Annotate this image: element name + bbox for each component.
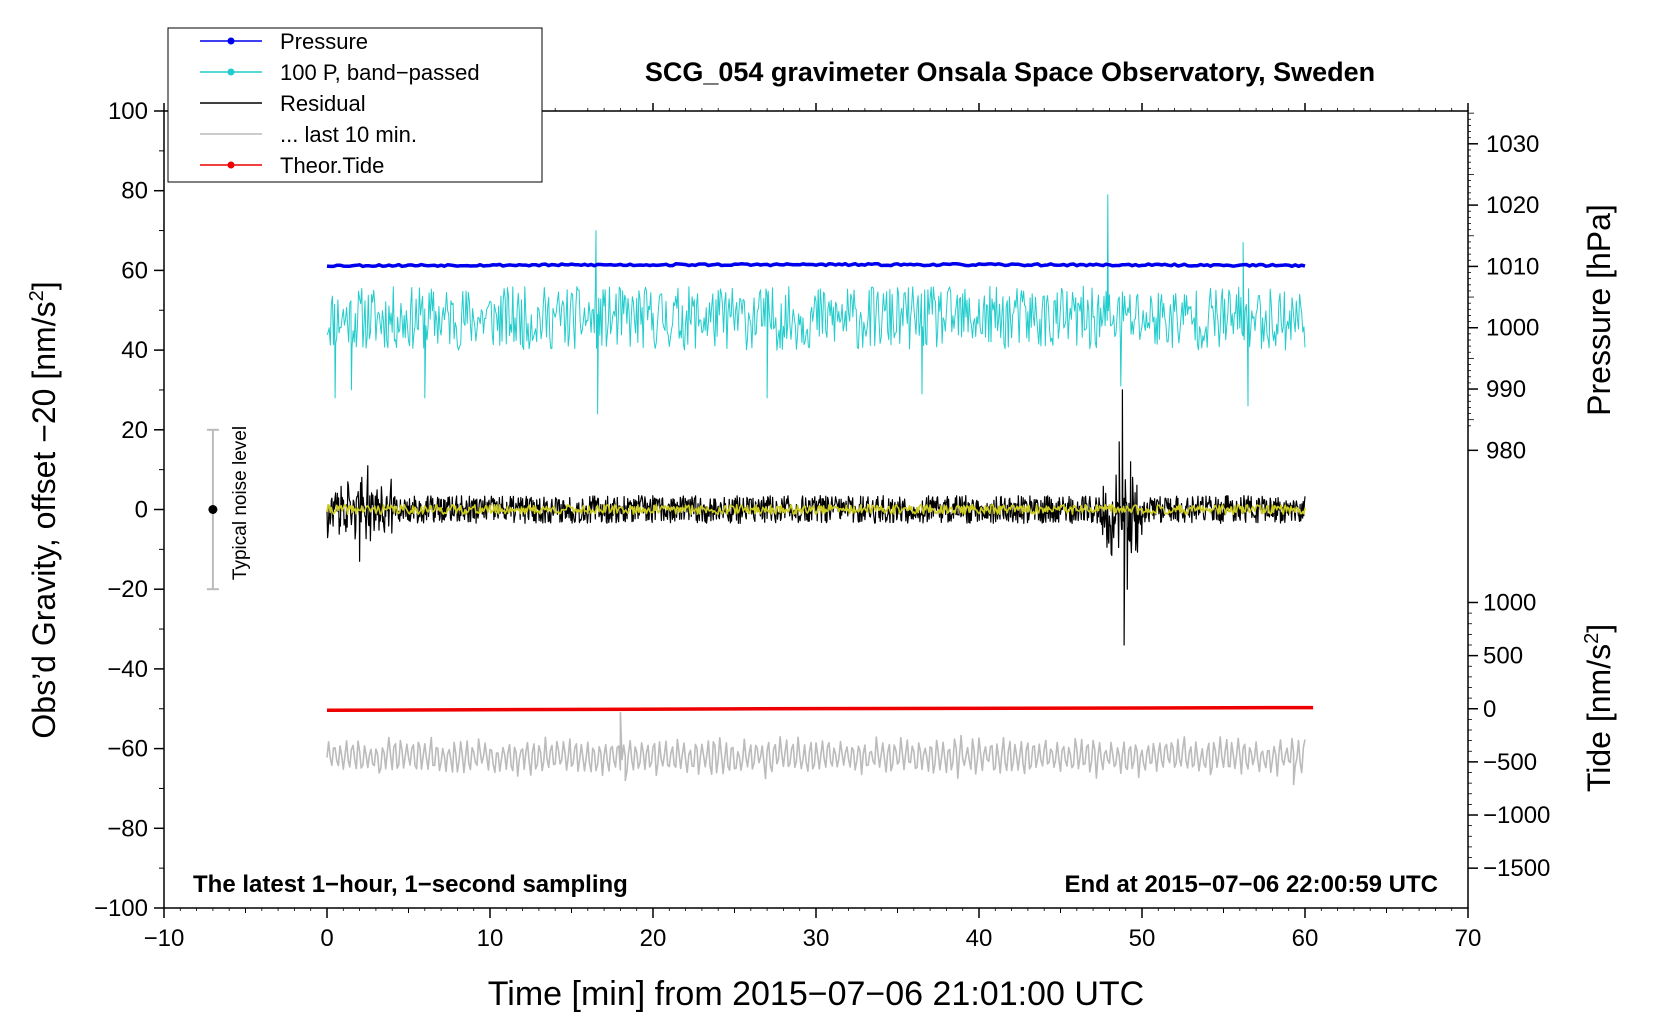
x-tick-label: −10 — [144, 925, 185, 952]
noise-level-indicator — [206, 428, 219, 591]
y-tick-label: 20 — [121, 417, 148, 444]
tide-tick-label: 500 — [1483, 643, 1523, 670]
y-axis-pressure: 980 990 1000 1010 1020 1030 — [1468, 112, 1539, 464]
y-tick-label: −40 — [107, 656, 148, 683]
pressure-tick-label: 1010 — [1486, 253, 1539, 280]
tide-tick-label: −500 — [1483, 749, 1537, 776]
pressure-tick-label: 990 — [1486, 376, 1526, 403]
y-tick-label: 0 — [135, 497, 148, 524]
y-tick-label: 100 — [108, 98, 148, 125]
y-axis-left-label-sup: 2 — [26, 290, 48, 301]
chart-title: SCG_054 gravimeter Onsala Space Observat… — [645, 57, 1375, 87]
x-axis: −10 0 10 20 30 40 50 60 70 — [144, 103, 1482, 952]
x-axis-label: Time [min] from 2015−07−06 21:01:00 UTC — [488, 975, 1144, 1013]
tide-tick-label: 1000 — [1483, 589, 1536, 616]
noise-level-label: Typical noise level — [230, 426, 251, 580]
pressure-tick-label: 1030 — [1486, 131, 1539, 158]
y-tick-label: 80 — [121, 178, 148, 205]
pressure-tick-label: 1020 — [1486, 192, 1539, 219]
series-line-residual — [326, 389, 1306, 646]
y-tick-label: −20 — [107, 576, 148, 603]
legend-label: 100 P, band−passed — [280, 60, 480, 85]
legend-label: Residual — [280, 91, 366, 116]
y-axis-left-label-end: ] — [26, 281, 62, 290]
y-axis-pressure-label: Pressure [hPa] — [1581, 204, 1617, 416]
y-axis-tide: −1500 −1000 −500 0 500 1000 — [1468, 589, 1550, 882]
y-tick-label: −80 — [107, 815, 148, 842]
y-tick-label: −100 — [94, 895, 148, 922]
legend: Pressure 100 P, band−passed Residual ... la… — [167, 27, 543, 183]
y-axis-tide-label-main: Tide [nm/s — [1581, 644, 1617, 792]
series-line-residual-smoothed — [326, 503, 1306, 516]
annotation-sampling: The latest 1−hour, 1−second sampling — [193, 871, 628, 898]
y-axis-left-label-main: Obs’d Gravity, offset −20 [nm/s — [26, 301, 62, 738]
y-axis-tide-label-sup: 2 — [1581, 633, 1603, 644]
tide-tick-label: 0 — [1483, 696, 1496, 723]
x-tick-label: 70 — [1455, 925, 1482, 952]
x-tick-label: 30 — [803, 925, 830, 952]
y-axis-left: −100 −80 −60 −40 −20 0 20 40 60 80 100 — [94, 98, 164, 922]
tide-tick-label: −1500 — [1483, 855, 1550, 882]
y-tick-label: 60 — [121, 257, 148, 284]
tide-tick-label: −1000 — [1483, 802, 1550, 829]
pressure-tick-label: 980 — [1486, 437, 1526, 464]
series-line-pressure — [326, 261, 1306, 269]
x-tick-label: 0 — [320, 925, 333, 952]
legend-label: ... last 10 min. — [280, 122, 417, 147]
y-axis-tide-label-end: ] — [1581, 624, 1617, 633]
legend-marker — [227, 161, 235, 169]
noise-bar-dot — [208, 505, 218, 514]
legend-marker — [227, 37, 235, 45]
series-line-theor-tide — [326, 705, 1314, 713]
legend-marker — [227, 68, 235, 76]
x-tick-label: 10 — [477, 925, 504, 952]
annotation-end-time: End at 2015−07−06 22:00:59 UTC — [1064, 871, 1438, 898]
y-tick-label: 40 — [121, 337, 148, 364]
x-tick-label: 40 — [966, 925, 993, 952]
legend-label: Pressure — [280, 29, 368, 54]
legend-label: Theor.Tide — [280, 153, 384, 178]
legend-box — [167, 27, 543, 183]
x-tick-label: 20 — [640, 925, 667, 952]
y-axis-left-label: Obs’d Gravity, offset −20 [nm/s2] — [26, 281, 62, 738]
series-layer — [326, 194, 1314, 786]
pressure-tick-label: 1000 — [1486, 315, 1539, 342]
y-tick-label: −60 — [107, 736, 148, 763]
y-axis-tide-label: Tide [nm/s2] — [1581, 624, 1617, 792]
x-tick-label: 50 — [1129, 925, 1156, 952]
series-line-last-10-min — [326, 711, 1306, 786]
series-line-100-p-band-passed — [326, 194, 1306, 415]
x-tick-label: 60 — [1292, 925, 1319, 952]
